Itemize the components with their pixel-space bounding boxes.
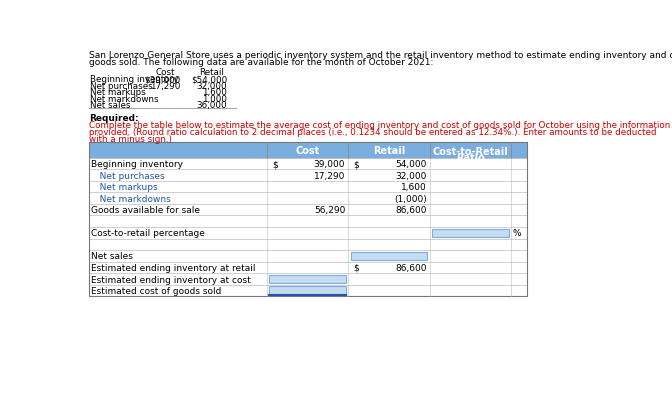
Text: Net markups: Net markups [91, 182, 158, 192]
Text: Complete the table below to estimate the average cost of ending inventory and co: Complete the table below to estimate the… [89, 121, 670, 130]
Text: 54,000: 54,000 [395, 160, 427, 168]
Text: Net markdowns: Net markdowns [90, 95, 159, 103]
Text: with a minus sign.): with a minus sign.) [89, 134, 171, 144]
Text: $: $ [272, 160, 278, 168]
Bar [89, 181, 527, 193]
Text: (1,000): (1,000) [394, 194, 427, 203]
Bar [432, 229, 509, 237]
Text: Net sales: Net sales [90, 101, 130, 110]
Text: Net markdowns: Net markdowns [91, 194, 171, 203]
Bar [89, 239, 527, 251]
Text: 86,600: 86,600 [395, 263, 427, 272]
Text: $: $ [353, 160, 360, 168]
Text: $54,000: $54,000 [191, 75, 227, 84]
Text: 39,000: 39,000 [314, 160, 345, 168]
Bar [351, 252, 427, 261]
Text: 32,000: 32,000 [395, 171, 427, 180]
Bar [89, 285, 527, 297]
Text: Cost: Cost [156, 68, 175, 77]
Text: Net purchases: Net purchases [91, 171, 165, 180]
Text: Estimated ending inventory at retail: Estimated ending inventory at retail [91, 263, 255, 272]
Text: Net markups: Net markups [90, 88, 146, 97]
Text: San Lorenzo General Store uses a periodic inventory system and the retail invent: San Lorenzo General Store uses a periodi… [89, 51, 672, 60]
Text: 56,290: 56,290 [314, 206, 345, 215]
Text: $39,000: $39,000 [144, 75, 181, 84]
Bar [89, 193, 527, 205]
Text: 17,290: 17,290 [151, 81, 181, 91]
Bar [269, 287, 346, 295]
Bar [89, 216, 527, 227]
Text: Retail: Retail [200, 68, 224, 77]
Text: Estimated ending inventory at cost: Estimated ending inventory at cost [91, 275, 251, 284]
Text: provided. (Round ratio calculation to 2 decimal places (i.e., 0.1234 should be e: provided. (Round ratio calculation to 2 … [89, 128, 656, 137]
Text: 32,000: 32,000 [197, 81, 227, 91]
Text: Beginning inventory: Beginning inventory [90, 75, 179, 84]
Text: Net sales: Net sales [91, 252, 133, 261]
Text: Estimated cost of goods sold: Estimated cost of goods sold [91, 286, 221, 295]
Text: Cost-to-Retail: Cost-to-Retail [433, 147, 508, 157]
Bar [89, 251, 527, 262]
Bar [89, 205, 527, 216]
Text: Beginning inventory: Beginning inventory [91, 160, 183, 168]
Text: Net purchases: Net purchases [90, 81, 153, 91]
Text: Required:: Required: [89, 114, 138, 123]
Text: Goods available for sale: Goods available for sale [91, 206, 200, 215]
Text: Cost-to-retail percentage: Cost-to-retail percentage [91, 229, 205, 238]
Bar [89, 143, 527, 297]
Text: 17,290: 17,290 [314, 171, 345, 180]
Bar [269, 275, 346, 284]
Text: Cost: Cost [296, 146, 320, 156]
Text: Retail: Retail [373, 146, 405, 156]
Text: 1,600: 1,600 [401, 182, 427, 192]
Bar [89, 170, 527, 181]
Text: Ratio: Ratio [456, 153, 485, 163]
Bar [89, 273, 527, 285]
Text: 1,600: 1,600 [202, 88, 227, 97]
Text: %: % [513, 229, 521, 238]
Bar [89, 262, 527, 273]
Text: goods sold. The following data are available for the month of October 2021:: goods sold. The following data are avail… [89, 58, 433, 67]
Text: 86,600: 86,600 [395, 206, 427, 215]
Text: $: $ [353, 263, 360, 272]
Text: 36,000: 36,000 [197, 101, 227, 110]
Bar [89, 227, 527, 239]
Text: 1,000: 1,000 [202, 95, 227, 103]
Bar [89, 158, 527, 170]
Bar [89, 143, 527, 158]
